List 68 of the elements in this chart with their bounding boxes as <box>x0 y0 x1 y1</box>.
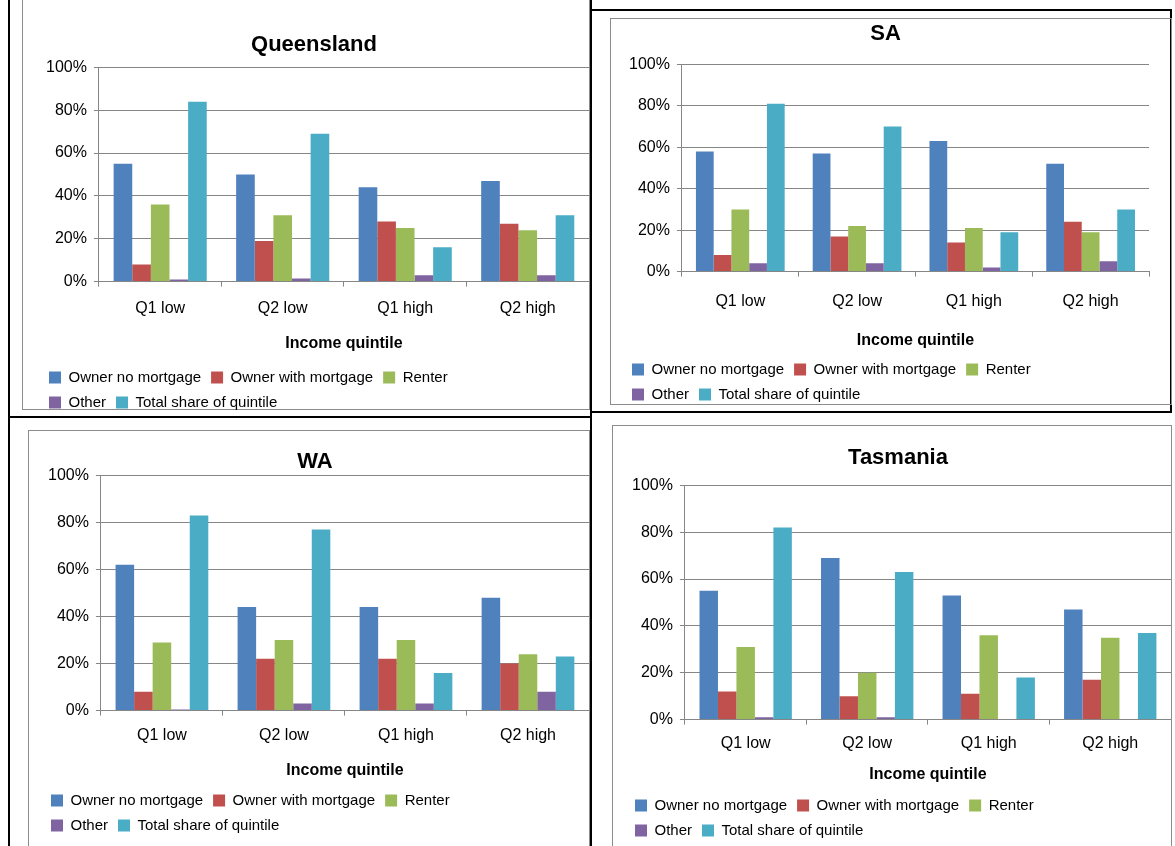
legend-label: Owner no mortgage <box>651 359 785 377</box>
chart-title: Queensland <box>251 31 377 57</box>
x-tick-label: Q2 low <box>259 725 310 743</box>
x-axis-title: Income quintile <box>285 333 403 351</box>
y-tick-label: 40% <box>640 616 673 634</box>
y-tick-label: 20% <box>637 220 670 238</box>
x-tick-label: Q2 high <box>499 298 556 316</box>
legend-label: Other <box>68 392 107 410</box>
legend-label: Owner no mortgage <box>654 795 788 813</box>
y-tick-label: 80% <box>637 96 670 114</box>
legend-label: Renter <box>988 795 1034 813</box>
legend-label: Owner with mortgage <box>816 795 960 813</box>
y-tick-label: 0% <box>65 701 89 719</box>
x-axis-title: Income quintile <box>856 330 975 348</box>
x-tick-label: Q2 low <box>832 291 883 309</box>
legend-label: Total share of quintile <box>135 392 278 410</box>
y-tick-label: 60% <box>637 137 670 155</box>
x-tick-label: Q2 low <box>842 733 893 751</box>
y-tick-label: 80% <box>54 100 87 118</box>
y-tick-label: 0% <box>649 710 673 728</box>
x-tick-label: Q2 high <box>1062 291 1119 309</box>
x-tick-label: Q2 low <box>257 298 309 316</box>
y-tick-label: 80% <box>640 522 673 540</box>
y-tick-label: 60% <box>640 569 673 587</box>
legend-label: Other <box>70 815 109 833</box>
y-tick-label: 40% <box>56 606 89 624</box>
y-tick-label: 100% <box>632 475 673 493</box>
x-tick-label: Q2 high <box>1082 733 1139 751</box>
y-tick-label: 40% <box>637 179 670 197</box>
y-tick-label: 20% <box>640 663 673 681</box>
y-tick-label: 80% <box>56 512 89 530</box>
y-tick-label: 100% <box>46 57 87 75</box>
legend-label: Owner with mortgage <box>230 367 374 385</box>
y-tick-label: 100% <box>48 465 89 483</box>
y-tick-label: 0% <box>646 262 670 280</box>
x-axis-title: Income quintile <box>286 760 404 778</box>
legend-label: Owner no mortgage <box>68 367 202 385</box>
legend-label: Other <box>651 384 690 402</box>
legend-label: Owner no mortgage <box>70 790 204 808</box>
x-tick-label: Q1 high <box>377 298 434 316</box>
chart-title: SA <box>870 20 901 46</box>
x-tick-label: Q1 high <box>960 733 1017 751</box>
x-tick-label: Q1 low <box>720 733 772 751</box>
legend-label: Other <box>654 820 693 838</box>
y-tick-label: 100% <box>629 54 670 72</box>
legend-label: Renter <box>985 359 1031 377</box>
legend-label: Owner with mortgage <box>813 359 957 377</box>
y-tick-label: 60% <box>56 559 89 577</box>
legend-label: Total share of quintile <box>137 815 280 833</box>
x-tick-label: Q1 high <box>945 291 1002 309</box>
legend-label: Total share of quintile <box>718 384 861 402</box>
legend-label: Renter <box>404 790 450 808</box>
x-tick-label: Q2 high <box>499 725 557 743</box>
x-axis-title: Income quintile <box>869 764 987 782</box>
legend-label: Total share of quintile <box>721 820 864 838</box>
y-tick-label: 20% <box>54 229 87 247</box>
x-tick-label: Q1 high <box>377 725 434 743</box>
chart-title: WA <box>297 448 333 474</box>
y-tick-label: 60% <box>54 143 87 161</box>
x-tick-label: Q1 low <box>715 291 766 309</box>
y-tick-label: 40% <box>54 186 87 204</box>
x-tick-label: Q1 low <box>135 298 186 316</box>
x-tick-label: Q1 low <box>137 725 188 743</box>
legend-label: Owner with mortgage <box>232 790 376 808</box>
legend-label: Renter <box>402 367 448 385</box>
y-tick-label: 0% <box>63 272 87 290</box>
y-tick-label: 20% <box>56 653 89 671</box>
chart-title: Tasmania <box>848 444 949 470</box>
